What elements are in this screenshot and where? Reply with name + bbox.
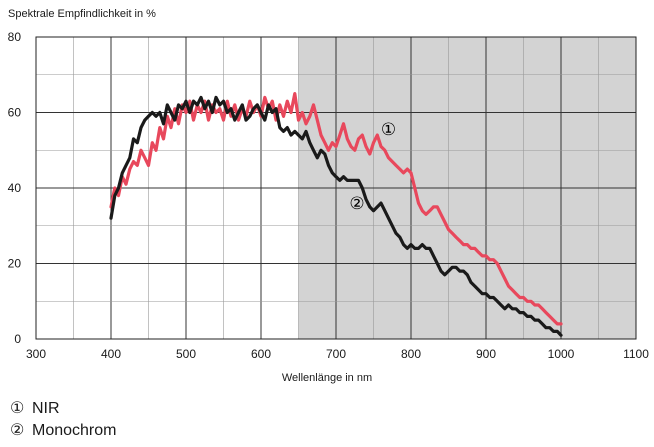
- x-tick-label: 800: [401, 347, 421, 361]
- series-marker-layer: ①②: [349, 120, 396, 214]
- legend-item-monochrom: ② Monochrom: [10, 420, 116, 442]
- y-axis-label: Spektrale Empfindlichkeit in %: [8, 8, 156, 20]
- y-tick-label: 40: [8, 181, 22, 195]
- x-axis-label: Wellenlänge in nm: [281, 372, 373, 384]
- x-tick-label: 1100: [623, 347, 649, 361]
- series-line-monochrom: [109, 95, 563, 337]
- x-tick-label: 500: [176, 347, 196, 361]
- x-tick-label: 400: [101, 347, 121, 361]
- series-line-nir: [109, 91, 563, 326]
- tick-label-layer: 300 400 500 600 700 800 900 1000 1100 0 20 40 60 80: [8, 30, 650, 361]
- series-marker-nir: ①: [381, 120, 396, 140]
- legend-label-nir: NIR: [32, 400, 60, 417]
- legend-marker-monochrom: ②: [10, 422, 25, 439]
- series-marker-monochrom: ②: [349, 194, 364, 214]
- plot-frame: [35, 36, 637, 340]
- legend-item-nir: ① NIR: [10, 398, 116, 420]
- x-tick-label: 300: [26, 347, 46, 361]
- x-tick-label: 1000: [548, 347, 575, 361]
- legend-label-monochrom: Monochrom: [32, 422, 117, 439]
- x-tick-label: 900: [476, 347, 496, 361]
- grid-layer: [35, 36, 637, 340]
- x-tick-label: 600: [251, 347, 271, 361]
- x-tick-label: 700: [326, 347, 346, 361]
- y-tick-label: 60: [8, 106, 22, 120]
- y-tick-label: 80: [8, 30, 22, 44]
- legend: ① NIR ② Monochrom: [10, 398, 116, 442]
- legend-marker-nir: ①: [10, 400, 25, 417]
- series-layer: [109, 91, 563, 337]
- y-tick-label: 0: [14, 332, 21, 346]
- y-tick-label: 20: [8, 257, 22, 271]
